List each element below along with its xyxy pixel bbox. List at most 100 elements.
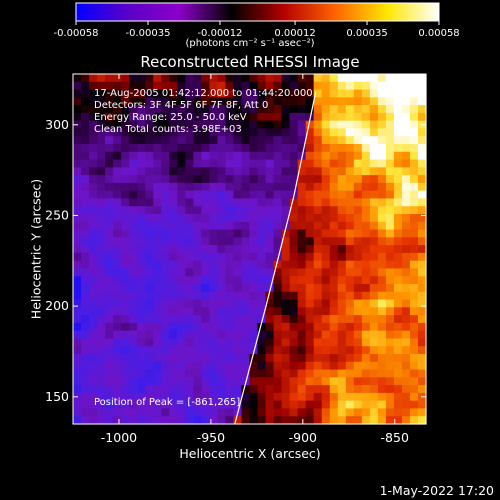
heatmap-cell [153, 81, 162, 91]
heatmap-cell [225, 144, 235, 153]
heatmap-cell [193, 151, 202, 161]
heatmap-cell [89, 416, 98, 425]
heatmap-cell [73, 221, 82, 231]
heatmap-cell [137, 229, 146, 238]
heatmap-cell [105, 252, 114, 262]
heatmap-cell [289, 105, 299, 114]
heatmap-cell [377, 322, 387, 332]
heatmap-cell [177, 299, 186, 308]
heatmap-cell [305, 190, 315, 200]
heatmap-cell [329, 214, 339, 223]
heatmap-cell [297, 167, 307, 176]
heatmap-cell [121, 144, 130, 153]
heatmap-cell [281, 408, 291, 417]
heatmap-cell [385, 385, 395, 394]
heatmap-cell [313, 97, 323, 106]
heatmap-cell [81, 307, 90, 316]
heatmap-cell [329, 151, 339, 161]
heatmap-cell [225, 89, 235, 98]
heatmap-cell [305, 416, 315, 425]
heatmap-cell [113, 105, 122, 114]
heatmap-cell [225, 214, 235, 223]
heatmap-cell [241, 206, 251, 215]
heatmap-cell [385, 151, 395, 161]
heatmap-cell [409, 128, 419, 137]
heatmap-cell [369, 190, 379, 200]
heatmap-cell [97, 74, 106, 83]
heatmap-cell [265, 105, 275, 114]
heatmap-cell [265, 128, 275, 137]
heatmap-cell [257, 299, 267, 308]
heatmap-cell [361, 89, 371, 98]
heatmap-cell [417, 369, 427, 378]
heatmap-cell [169, 361, 178, 371]
heatmap-cell [81, 392, 90, 402]
heatmap-cell [313, 128, 323, 137]
heatmap-cell [169, 151, 178, 161]
heatmap-cell [305, 268, 315, 277]
heatmap-cell [273, 190, 283, 200]
heatmap-cell [145, 198, 154, 207]
heatmap-cell [105, 346, 114, 355]
heatmap-cell [345, 245, 355, 254]
heatmap-cell [201, 330, 210, 340]
heatmap-cell [385, 105, 395, 114]
heatmap-cell [257, 369, 267, 378]
heatmap-cell [209, 330, 219, 340]
heatmap-cell [393, 159, 403, 168]
heatmap-cell [273, 229, 283, 238]
heatmap-cell [289, 315, 299, 324]
heatmap-cell [273, 338, 283, 347]
heatmap-cell [417, 128, 427, 137]
heatmap-cell [201, 105, 210, 114]
heatmap-cell [273, 167, 283, 176]
heatmap-cell [233, 221, 243, 231]
heatmap-cell [233, 346, 243, 355]
heatmap-cell [329, 346, 339, 355]
heatmap-cell [345, 221, 355, 231]
heatmap-cell [417, 136, 427, 145]
heatmap-cell [273, 136, 283, 145]
heatmap-cell [409, 167, 419, 176]
heatmap-cell [321, 175, 331, 184]
heatmap-cell [73, 206, 82, 215]
heatmap-cell [353, 400, 363, 410]
heatmap-cell [129, 276, 138, 285]
heatmap-cell [337, 221, 347, 231]
heatmap-cell [297, 182, 307, 192]
heatmap-cell [185, 221, 194, 231]
heatmap-cell [169, 144, 178, 153]
heatmap-cell [105, 112, 114, 122]
heatmap-cell [145, 237, 154, 246]
heatmap-cell [89, 190, 98, 200]
heatmap-cell [113, 392, 122, 402]
heatmap-cell [401, 392, 411, 402]
heatmap-cell [121, 81, 130, 91]
heatmap-cell [81, 151, 90, 161]
heatmap-cell [201, 120, 210, 130]
heatmap-cell [281, 385, 291, 394]
heatmap-cell [185, 408, 194, 417]
heatmap-cell [353, 416, 363, 425]
heatmap-cell [129, 136, 138, 145]
heatmap-cell [289, 330, 299, 340]
heatmap-cell [345, 252, 355, 262]
heatmap-cell [361, 120, 371, 130]
heatmap-cell [161, 307, 170, 316]
heatmap-cell [393, 120, 403, 130]
heatmap-cell [137, 128, 146, 137]
heatmap-cell [153, 284, 162, 293]
heatmap-cell [145, 167, 154, 176]
heatmap-cell [201, 400, 210, 410]
heatmap-cell [249, 268, 259, 277]
heatmap-cell [217, 338, 227, 347]
heatmap-cell [113, 89, 122, 98]
heatmap-cell [313, 252, 323, 262]
heatmap-cell [177, 112, 186, 122]
heatmap-cell [257, 190, 267, 200]
heatmap-cell [289, 276, 299, 285]
heatmap-cell [225, 167, 235, 176]
heatmap-cell [297, 315, 307, 324]
heatmap-cell [217, 245, 227, 254]
heatmap-cell [353, 159, 363, 168]
